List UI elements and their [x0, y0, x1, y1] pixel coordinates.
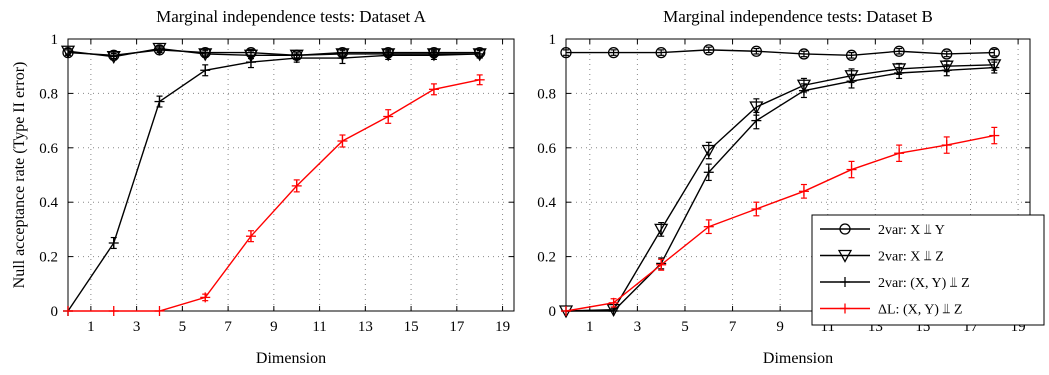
- data-point: [750, 45, 763, 57]
- y-tick-label: 1: [51, 32, 59, 48]
- x-tick-label: 9: [270, 319, 278, 335]
- plot-frame: [67, 38, 515, 312]
- data-point: [939, 60, 954, 74]
- series-line: [565, 134, 995, 312]
- x-tick-label: 13: [358, 319, 373, 335]
- x-tick-label: 17: [449, 319, 465, 335]
- y-tick-label: 0.8: [537, 86, 556, 102]
- series-line: [566, 66, 995, 312]
- data-point: [987, 59, 1002, 73]
- y-tick-label: 0: [51, 304, 59, 320]
- legend-marker: [837, 249, 853, 263]
- x-tick-label: 9: [776, 319, 784, 335]
- x-tick-label: 3: [133, 319, 141, 335]
- y-tick-label: 0: [549, 304, 557, 320]
- legend-label: 2var: (X, Y) ⫫ Z: [878, 276, 970, 291]
- x-axis-label: Dimension: [763, 350, 833, 367]
- y-axis-label: Null acceptance rate (Type II error): [11, 62, 28, 289]
- x-tick-label: 7: [224, 319, 232, 335]
- data-point: [60, 45, 76, 59]
- data-point: [607, 46, 620, 59]
- data-point: [243, 49, 259, 63]
- data-point: [289, 49, 304, 63]
- plot-frame: [565, 38, 1031, 312]
- legend-label: 2var: X ⫫ Y: [878, 223, 945, 238]
- data-point: [893, 45, 905, 57]
- legend-label: ΔL: (X, Y) ⫫ Z: [878, 303, 962, 318]
- chart-title: Marginal independence tests: Dataset A: [156, 7, 426, 26]
- y-tick-label: 0.2: [39, 250, 58, 266]
- y-tick-label: 0.6: [537, 141, 556, 157]
- y-tick-label: 1: [549, 32, 557, 48]
- series-line: [566, 49, 995, 57]
- data-point: [798, 48, 810, 60]
- data-point: [701, 144, 716, 158]
- y-tick-label: 0.8: [39, 86, 58, 102]
- series-line: [67, 47, 480, 58]
- data-point: [845, 49, 858, 61]
- data-point: [844, 70, 859, 84]
- data-point: [381, 48, 396, 62]
- data-point: [892, 63, 907, 77]
- x-axis-label: Dimension: [256, 350, 326, 367]
- legend-marker: [839, 223, 851, 235]
- series-line: [565, 64, 995, 312]
- data-point: [703, 44, 715, 56]
- y-tick-label: 0.4: [39, 195, 58, 211]
- y-tick-label: 0.4: [537, 195, 556, 211]
- x-tick-label: 7: [729, 319, 737, 335]
- x-tick-label: 3: [634, 319, 642, 335]
- y-tick-label: 0.6: [39, 141, 58, 157]
- x-tick-label: 1: [586, 319, 594, 335]
- x-tick-label: 19: [495, 319, 510, 335]
- x-tick-label: 11: [312, 319, 326, 335]
- legend-box: [811, 214, 1045, 326]
- legend-label: 2var: X ⫫ Z: [878, 250, 944, 265]
- data-point: [560, 46, 572, 59]
- data-point: [796, 79, 812, 93]
- x-tick-label: 5: [681, 319, 689, 335]
- data-point: [749, 101, 764, 115]
- data-point: [426, 48, 442, 62]
- data-point: [335, 48, 350, 62]
- chart-title: Marginal independence tests: Dataset B: [663, 7, 933, 26]
- data-point: [106, 51, 121, 65]
- series-line: [68, 79, 480, 312]
- data-point: [654, 223, 669, 237]
- x-tick-label: 5: [179, 319, 187, 335]
- data-point: [655, 46, 667, 59]
- data-point: [198, 48, 213, 62]
- data-point: [988, 46, 1000, 59]
- data-point: [152, 42, 167, 56]
- y-tick-label: 0.2: [537, 250, 556, 266]
- x-tick-label: 1: [87, 319, 95, 335]
- data-point: [941, 48, 953, 60]
- x-tick-label: 15: [404, 319, 419, 335]
- series-line: [67, 53, 480, 312]
